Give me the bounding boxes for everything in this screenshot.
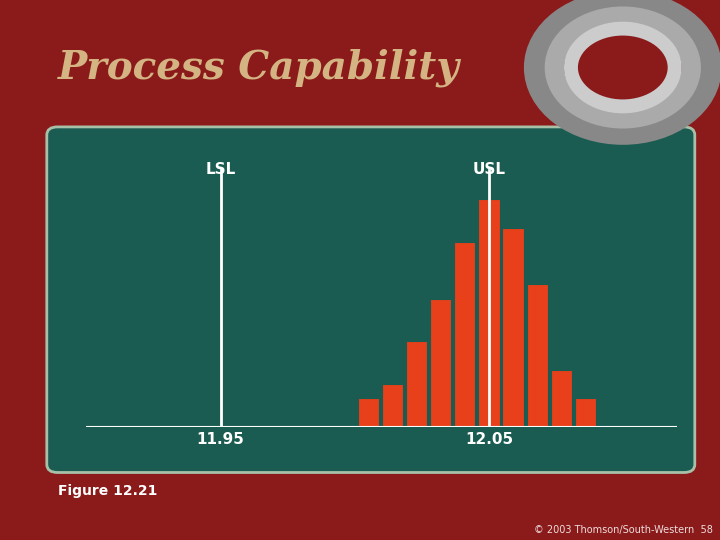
Bar <box>406 341 427 427</box>
Text: Figure 12.21: Figure 12.21 <box>58 484 157 498</box>
Text: © 2003 Thomson/South-Western  58: © 2003 Thomson/South-Western 58 <box>534 524 713 535</box>
Bar <box>575 398 596 427</box>
Text: LSL: LSL <box>205 162 235 177</box>
Bar <box>503 228 523 427</box>
Text: Process Capability: Process Capability <box>58 48 460 87</box>
Bar <box>358 398 379 427</box>
Text: USL: USL <box>472 162 505 177</box>
Bar <box>478 199 500 427</box>
Bar <box>551 370 572 427</box>
Bar <box>454 242 475 427</box>
FancyBboxPatch shape <box>47 127 695 472</box>
Bar <box>382 384 403 427</box>
Bar <box>526 285 548 427</box>
Bar <box>430 299 451 427</box>
